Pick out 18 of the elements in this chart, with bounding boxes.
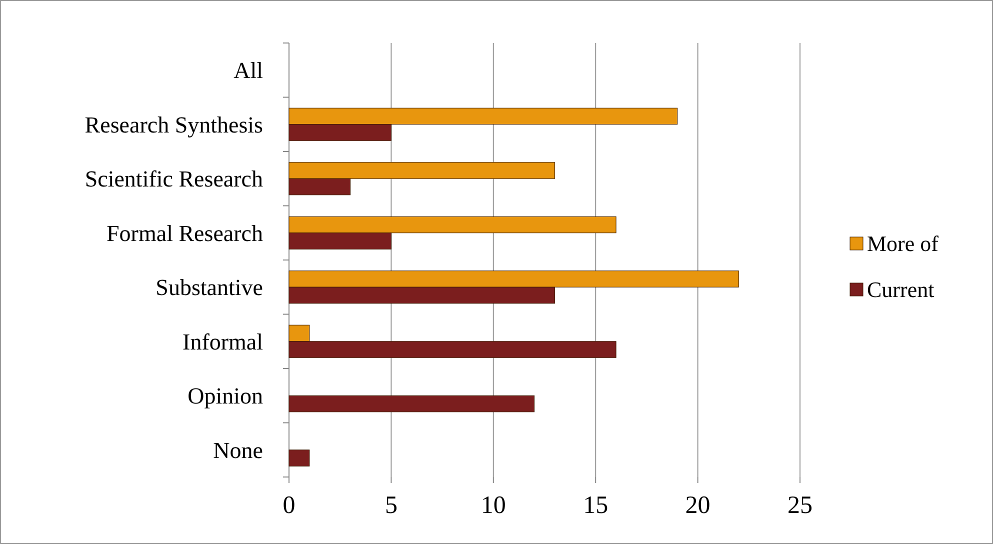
bar — [288, 450, 310, 466]
x-tick-label: 20 — [685, 492, 710, 519]
x-tick-label: 25 — [788, 492, 812, 519]
x-tick-label: 5 — [384, 492, 398, 519]
y-tick-label: Substantive — [156, 275, 263, 300]
legend-label: More of — [867, 231, 940, 256]
x-tick-label: 10 — [480, 492, 506, 519]
y-tick-label: None — [213, 438, 263, 463]
x-tick-label: 15 — [583, 492, 608, 519]
bar — [288, 395, 535, 412]
y-tick-label: Scientific Research — [84, 166, 264, 192]
legend-label: Current — [867, 277, 934, 302]
y-tick-label: All — [234, 58, 263, 84]
x-tick-label: 0 — [282, 492, 296, 519]
y-tick-label: Formal Research — [106, 220, 264, 246]
y-tick-label: Informal — [182, 329, 263, 354]
y-tick-label: Opinion — [188, 384, 264, 409]
y-tick-label: Research Synthesis — [84, 112, 264, 138]
